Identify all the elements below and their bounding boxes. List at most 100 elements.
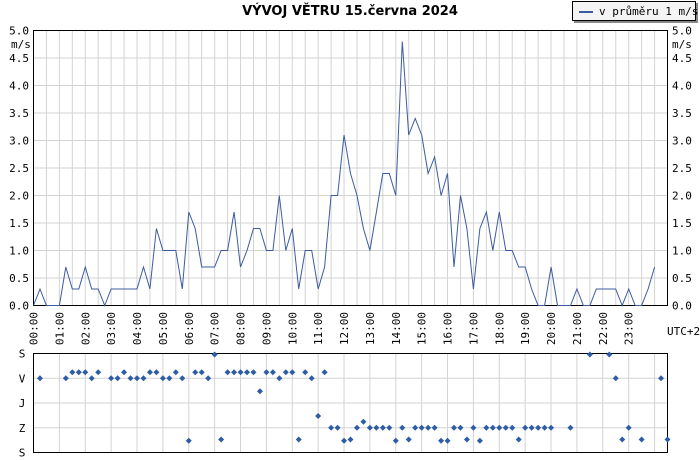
ytick-label-right: 4.5 — [672, 52, 692, 65]
direction-point — [321, 369, 328, 376]
direction-point — [218, 436, 225, 443]
direction-point — [75, 369, 82, 376]
xtick-label: 22:00 — [597, 312, 610, 345]
direction-point — [412, 424, 419, 431]
direction-point — [302, 369, 309, 376]
direction-point — [379, 424, 386, 431]
xtick-label: 19:00 — [519, 312, 532, 345]
direction-point — [69, 369, 76, 376]
direction-point — [172, 369, 179, 376]
legend-line-swatch — [579, 11, 593, 13]
ytick-label-right: 5.0 — [672, 25, 692, 38]
ytick-label-right: 3.5 — [672, 107, 692, 120]
ytick-label-right: 2.0 — [672, 190, 692, 203]
xtick-label: 10:00 — [286, 312, 299, 345]
direction-point — [502, 424, 509, 431]
legend-label: v průměru 1 m/s — [599, 5, 699, 18]
direction-point — [476, 437, 483, 444]
direction-point — [515, 436, 522, 443]
direction-ylabel: J — [19, 397, 26, 410]
direction-point — [664, 436, 671, 443]
xtick-label: 14:00 — [390, 312, 403, 345]
direction-point — [496, 424, 503, 431]
direction-point — [386, 424, 393, 431]
ytick-label-right: 2.5 — [672, 162, 692, 175]
speed-grid — [33, 30, 668, 306]
xtick-label: 04:00 — [131, 312, 144, 345]
xlabel-timezone: UTC+2 — [667, 325, 700, 338]
ytick-label-right: 1.0 — [672, 245, 692, 258]
direction-point — [399, 424, 406, 431]
direction-point — [405, 436, 412, 443]
direction-point — [95, 369, 102, 376]
direction-ylabel: S — [19, 348, 26, 361]
ytick-label-left: 2.5 — [9, 162, 29, 175]
ytick-label-left: 0.0 — [9, 300, 29, 313]
direction-point — [134, 375, 141, 382]
direction-grid — [33, 353, 668, 453]
direction-point — [392, 437, 399, 444]
ytick-label-right: 4.0 — [672, 80, 692, 93]
direction-point — [541, 424, 548, 431]
xtick-label: 06:00 — [183, 312, 196, 345]
xtick-label: 15:00 — [416, 312, 429, 345]
direction-point — [548, 424, 555, 431]
direction-point — [276, 375, 283, 382]
direction-plot-frame — [33, 353, 668, 453]
ytick-label-left: 5.0 — [9, 25, 29, 38]
direction-ylabel: S — [19, 447, 26, 460]
xtick-label: 00:00 — [28, 312, 41, 345]
direction-point — [36, 375, 43, 382]
direction-point — [425, 424, 432, 431]
direction-point — [205, 375, 212, 382]
direction-point — [308, 375, 315, 382]
direction-point — [231, 369, 238, 376]
ytick-label-left: 4.5 — [9, 52, 29, 65]
direction-point — [166, 375, 173, 382]
ytick-label-left: 2.0 — [9, 190, 29, 203]
direction-point — [528, 424, 535, 431]
direction-point — [153, 369, 160, 376]
direction-point — [509, 424, 516, 431]
speed-yticks-left: 0.0 0.5 1.0 1.5 2.0 2.5 3.0 3.5 4.0 4.5 5.0 — [9, 25, 29, 313]
ytick-label-left: 1.5 — [9, 217, 29, 230]
direction-point — [179, 375, 186, 382]
direction-point — [483, 424, 490, 431]
xtick-label: 17:00 — [467, 312, 480, 345]
direction-point — [366, 424, 373, 431]
xtick-label: 13:00 — [364, 312, 377, 345]
direction-point — [334, 424, 341, 431]
direction-point — [625, 424, 632, 431]
direction-point — [658, 375, 665, 382]
direction-point — [198, 369, 205, 376]
direction-point — [328, 424, 335, 431]
ytick-label-left: 1.0 — [9, 245, 29, 258]
direction-point — [185, 437, 192, 444]
direction-point — [121, 369, 128, 376]
direction-points — [36, 351, 671, 444]
direction-point — [211, 351, 218, 358]
direction-point — [463, 436, 470, 443]
direction-point — [431, 424, 438, 431]
direction-ylabel: Z — [19, 422, 26, 435]
direction-point — [250, 369, 257, 376]
direction-point — [586, 351, 593, 358]
direction-point — [224, 369, 231, 376]
ytick-label-left: 4.0 — [9, 80, 29, 93]
direction-point — [114, 375, 121, 382]
xtick-label: 02:00 — [79, 312, 92, 345]
direction-point — [457, 424, 464, 431]
ytick-label-left: 3.0 — [9, 135, 29, 148]
direction-point — [638, 436, 645, 443]
legend: v průměru 1 m/s — [572, 1, 699, 21]
ytick-label-right: 3.0 — [672, 135, 692, 148]
direction-point — [282, 369, 289, 376]
direction-point — [237, 369, 244, 376]
direction-point — [360, 418, 367, 425]
direction-point — [373, 424, 380, 431]
direction-point — [243, 369, 250, 376]
direction-point — [606, 351, 613, 358]
direction-point — [263, 369, 270, 376]
ytick-label-right: 1.5 — [672, 217, 692, 230]
